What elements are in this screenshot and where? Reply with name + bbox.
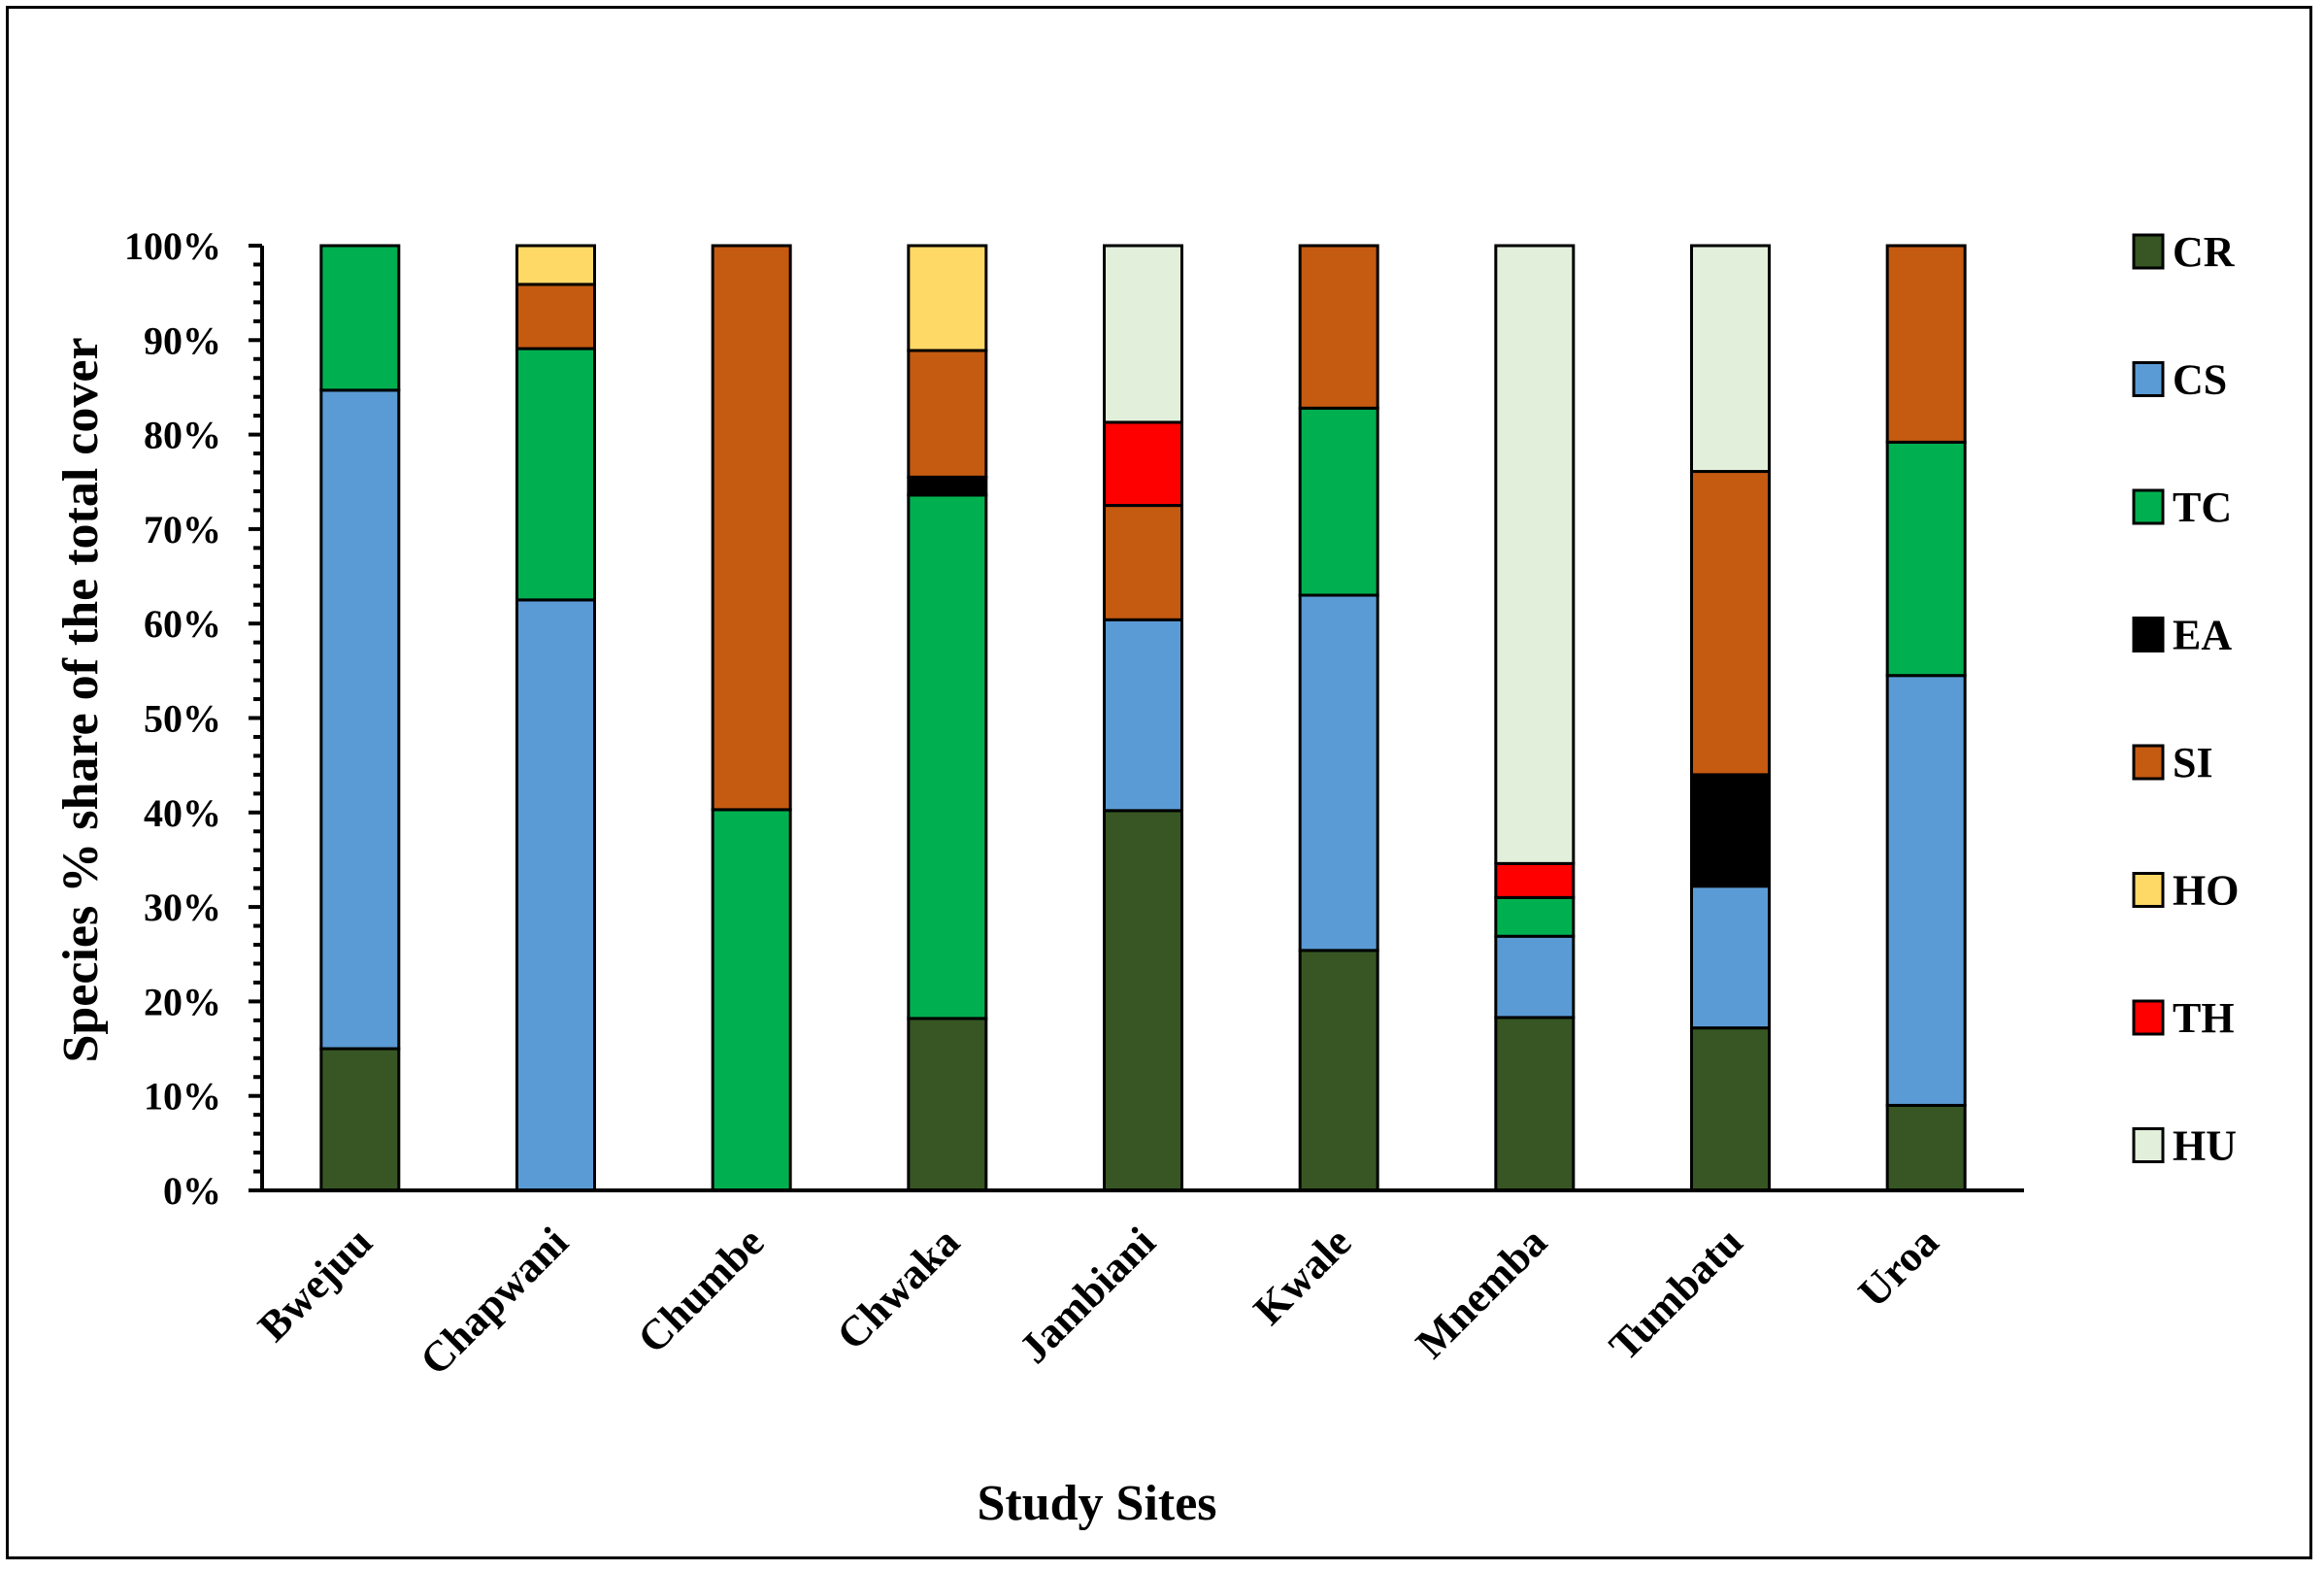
bar-segment-si-chumbe: [711, 244, 792, 812]
y-tick-label: 100%: [124, 224, 221, 268]
bar-segment-si-jambiani: [1103, 504, 1183, 621]
bar-segment-cr-kwale: [1298, 949, 1379, 1192]
legend-swatch-cr: [2132, 233, 2165, 270]
bar-segment-cr-tumbatu: [1690, 1026, 1771, 1192]
legend-label-hu: HU: [2173, 1122, 2237, 1170]
legend-label-si: SI: [2173, 739, 2213, 786]
y-tick-label: 70%: [144, 508, 221, 552]
bar-segment-si-chwaka: [907, 349, 988, 479]
y-tick-label: 30%: [144, 886, 221, 929]
y-tick-label: 10%: [144, 1075, 221, 1119]
x-tick-label-chapwani: Chapwani: [411, 1218, 577, 1384]
bar-segment-hu-mnemba: [1494, 244, 1576, 865]
y-tick-label: 0%: [163, 1169, 221, 1213]
legend-swatch-th: [2132, 999, 2165, 1036]
bar-segment-si-tumbatu: [1690, 470, 1771, 777]
y-tick-label: 80%: [144, 414, 221, 457]
bar-segment-cs-uroa: [1885, 674, 1967, 1107]
bar-segment-ea-chwaka: [907, 475, 988, 497]
bar-segment-tc-chwaka: [907, 493, 988, 1020]
bar-segment-si-chapwani: [515, 283, 596, 351]
bar-segment-ea-tumbatu: [1690, 773, 1771, 888]
legend-swatch-hu: [2132, 1127, 2165, 1163]
bar-segment-cs-jambiani: [1103, 618, 1183, 813]
legend-label-ea: EA: [2173, 612, 2232, 659]
bar-segment-cs-tumbatu: [1690, 885, 1771, 1030]
y-tick-label: 20%: [144, 980, 221, 1023]
y-tick-label: 90%: [144, 318, 221, 362]
x-tick-label-kwale: Kwale: [1245, 1218, 1360, 1333]
bar-segment-th-mnemba: [1494, 861, 1576, 899]
bar-segment-cs-mnemba: [1494, 934, 1576, 1019]
y-tick-label: 40%: [144, 791, 221, 835]
bar-segment-cr-chwaka: [907, 1017, 988, 1192]
x-tick-label-jambiani: Jambiani: [1010, 1218, 1164, 1372]
bar-segment-tc-uroa: [1885, 440, 1967, 678]
bar-segment-si-uroa: [1885, 244, 1967, 444]
bars: [319, 244, 1967, 1192]
legend-label-th: TH: [2173, 994, 2235, 1042]
bar-segment-ho-chwaka: [907, 244, 988, 352]
x-axis: Bwejuu Chapwani Chumbe Chwaka Jambiani Kwale M…: [249, 1188, 2024, 1385]
bar-segment-cr-uroa: [1885, 1103, 1967, 1192]
x-tick-label-chwaka: Chwaka: [828, 1218, 969, 1358]
legend-swatch-ea: [2132, 617, 2165, 652]
bar-segment-th-jambiani: [1103, 420, 1183, 508]
legend-label-cs: CS: [2173, 356, 2227, 404]
bar-segment-si-kwale: [1298, 244, 1379, 410]
bar-segment-ho-chapwani: [515, 244, 596, 286]
bar-segment-cr-jambiani: [1103, 809, 1183, 1192]
x-tick-label-uroa: Uroa: [1849, 1218, 1947, 1316]
legend: CR CS TC EA SI HO TH HU: [2132, 228, 2239, 1170]
bar-segment-tc-mnemba: [1494, 895, 1576, 938]
bar-segment-cs-chapwani: [515, 598, 596, 1192]
x-tick-label-chumbe: Chumbe: [628, 1218, 773, 1362]
bar-segment-tc-kwale: [1298, 406, 1379, 597]
legend-label-tc: TC: [2173, 484, 2232, 531]
bar-segment-hu-tumbatu: [1690, 244, 1771, 474]
bar-segment-tc-bwejuu: [319, 244, 401, 392]
y-tick-label: 50%: [144, 697, 221, 741]
x-tick-label-bwejuu: Bwejuu: [249, 1218, 382, 1351]
y-axis-title: Species % share of the total cover: [53, 337, 109, 1062]
x-tick-label-tumbatu: Tumbatu: [1600, 1218, 1751, 1369]
bar-segment-cr-mnemba: [1494, 1016, 1576, 1192]
legend-swatch-cs: [2132, 361, 2165, 397]
x-tick-label-mnemba: Mnemba: [1407, 1218, 1556, 1367]
bar-segment-tc-chapwani: [515, 347, 596, 602]
bar-segment-cs-kwale: [1298, 593, 1379, 953]
legend-swatch-si: [2132, 744, 2165, 781]
y-axis: 0% 10% 20% 30% 40% 50% 60% 70% 80% 90% 100%: [124, 224, 264, 1213]
legend-swatch-tc: [2132, 488, 2165, 525]
bar-segment-hu-jambiani: [1103, 244, 1183, 424]
legend-label-cr: CR: [2173, 228, 2236, 276]
x-axis-title: Study Sites: [977, 1476, 1216, 1531]
legend-swatch-ho: [2132, 872, 2165, 908]
bar-segment-tc-chumbe: [711, 808, 792, 1192]
bar-segment-cr-bwejuu: [319, 1047, 401, 1192]
y-tick-label: 60%: [144, 602, 221, 646]
bar-segment-cs-bwejuu: [319, 388, 401, 1051]
legend-label-ho: HO: [2173, 867, 2239, 915]
